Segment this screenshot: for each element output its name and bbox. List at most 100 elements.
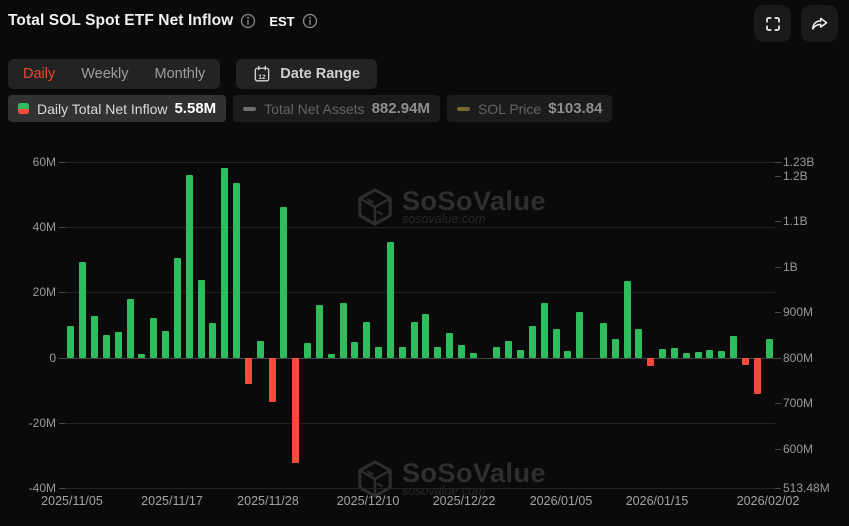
net-inflow-bar[interactable]: [292, 357, 300, 464]
net-inflow-bar[interactable]: [682, 353, 690, 358]
net-inflow-bar[interactable]: [339, 303, 347, 358]
x-axis-label: 2025/11/17: [141, 494, 203, 508]
sosovalue-cube-logo-icon: [356, 459, 394, 499]
net-inflow-bar[interactable]: [67, 326, 75, 358]
gridline-40M: [65, 227, 775, 229]
net-inflow-bar[interactable]: [694, 352, 702, 358]
net-inflow-bar[interactable]: [765, 339, 773, 358]
gridline-20M: [65, 292, 775, 294]
net-inflow-bar[interactable]: [375, 346, 383, 358]
legend-label: SOL Price: [477, 100, 542, 117]
net-inflow-bar[interactable]: [753, 357, 761, 395]
tab-daily[interactable]: Daily: [23, 66, 56, 82]
net-inflow-bar[interactable]: [197, 280, 205, 358]
net-inflow-bar[interactable]: [351, 342, 359, 358]
right-axis-label: 700M: [783, 396, 814, 411]
left-axis-label: 40M: [32, 220, 56, 235]
net-inflow-bar[interactable]: [280, 206, 288, 358]
net-inflow-bar[interactable]: [327, 354, 335, 358]
right-axis-label: 1.2B: [783, 168, 808, 183]
fullscreen-icon: [764, 15, 782, 33]
timezone-info-icon[interactable]: [302, 13, 318, 29]
net-inflow-bar[interactable]: [363, 321, 371, 358]
right-axis-tick: [775, 448, 781, 450]
net-inflow-bar[interactable]: [635, 328, 643, 358]
net-inflow-bar[interactable]: [517, 349, 525, 358]
net-inflow-bar[interactable]: [505, 340, 513, 358]
net-inflow-bar[interactable]: [718, 351, 726, 358]
net-inflow-bar[interactable]: [659, 348, 667, 358]
net-inflow-bar[interactable]: [91, 316, 99, 358]
net-inflow-bar[interactable]: [647, 357, 655, 367]
right-axis-label: 1.1B: [783, 214, 808, 229]
date-range-button[interactable]: 12 Date Range: [236, 59, 378, 89]
share-button[interactable]: [801, 5, 838, 42]
left-axis-tick: [59, 227, 65, 229]
right-axis-label: 513.48M: [783, 481, 830, 495]
header: Total SOL Spot ETF Net Inflow EST: [8, 12, 318, 30]
legend-item-sol-price[interactable]: SOL Price $103.84: [446, 95, 613, 122]
tab-weekly[interactable]: Weekly: [81, 66, 129, 82]
net-inflow-bar[interactable]: [268, 357, 276, 403]
net-inflow-bar[interactable]: [434, 347, 442, 358]
net-inflow-bar[interactable]: [315, 305, 323, 358]
right-axis-label: 900M: [783, 305, 814, 320]
net-inflow-bar[interactable]: [114, 331, 122, 358]
watermark-name: SoSoValue: [402, 185, 547, 216]
net-inflow-bar[interactable]: [457, 344, 465, 358]
right-axis-label: 800M: [783, 350, 814, 365]
title-info-icon[interactable]: [240, 13, 256, 29]
page-title: Total SOL Spot ETF Net Inflow: [8, 12, 234, 29]
net-inflow-bar[interactable]: [576, 311, 584, 358]
net-inflow-bar[interactable]: [599, 322, 607, 358]
net-inflow-bar[interactable]: [126, 298, 134, 358]
legend-item-daily-net-inflow[interactable]: Daily Total Net Inflow 5.58M: [8, 95, 227, 122]
x-axis-label: 2025/12/10: [336, 494, 400, 508]
net-inflow-bar[interactable]: [150, 318, 158, 358]
left-axis-tick: [59, 162, 65, 163]
net-inflow-bar[interactable]: [564, 350, 572, 358]
net-inflow-bar[interactable]: [540, 303, 548, 358]
net-inflow-bar[interactable]: [528, 325, 536, 358]
net-inflow-bar[interactable]: [221, 167, 229, 358]
fullscreen-button[interactable]: [754, 5, 791, 42]
net-inflow-bar[interactable]: [162, 331, 170, 358]
net-inflow-bar[interactable]: [244, 357, 252, 384]
net-inflow-bar[interactable]: [79, 262, 87, 358]
svg-text:12: 12: [259, 74, 267, 81]
net-inflow-bar[interactable]: [422, 314, 430, 358]
net-inflow-bar[interactable]: [304, 342, 312, 358]
net-inflow-bar[interactable]: [410, 322, 418, 358]
net-inflow-bar[interactable]: [493, 347, 501, 358]
tab-monthly[interactable]: Monthly: [154, 66, 206, 82]
net-inflow-bar[interactable]: [398, 347, 406, 358]
net-inflow-bar[interactable]: [611, 338, 619, 358]
gridline-0: [65, 357, 775, 359]
net-inflow-bar[interactable]: [185, 175, 193, 358]
net-inflow-bar[interactable]: [446, 333, 454, 358]
net-inflow-bar[interactable]: [386, 242, 394, 358]
net-inflow-bar[interactable]: [670, 348, 678, 358]
net-inflow-bar[interactable]: [102, 335, 110, 358]
watermark-domain: sosovalue.com: [402, 211, 486, 226]
net-inflow-bar[interactable]: [706, 349, 714, 358]
legend-label: Daily Total Net Inflow: [37, 100, 168, 117]
net-inflow-bar[interactable]: [138, 354, 146, 358]
left-axis-tick: [59, 292, 65, 294]
left-axis-tick: [59, 422, 65, 424]
net-inflow-bar[interactable]: [730, 336, 738, 358]
net-inflow-bar[interactable]: [469, 353, 477, 358]
x-axis-label: 2026/02/02: [736, 494, 800, 508]
share-icon: [810, 14, 829, 33]
x-axis-label: 2026/01/05: [529, 494, 593, 508]
net-inflow-bar[interactable]: [741, 357, 749, 366]
net-inflow-bar[interactable]: [173, 258, 181, 358]
net-inflow-bar[interactable]: [552, 328, 560, 358]
watermark-center: SoSoValue sosovalue.com: [356, 187, 546, 227]
net-inflow-bar[interactable]: [209, 322, 217, 358]
net-inflow-bar[interactable]: [233, 183, 241, 358]
net-inflow-bar[interactable]: [623, 280, 631, 358]
legend-item-total-net-assets[interactable]: Total Net Assets 882.94M: [233, 95, 440, 122]
gridline--20M: [65, 422, 775, 424]
net-inflow-bar[interactable]: [256, 340, 264, 358]
